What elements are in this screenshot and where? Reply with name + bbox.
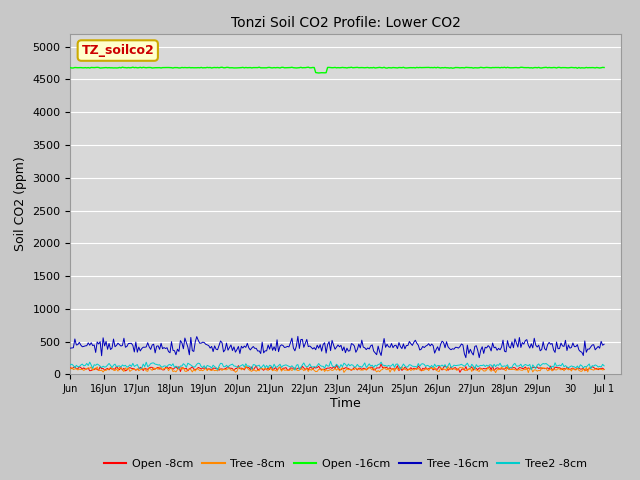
Y-axis label: Soil CO2 (ppm): Soil CO2 (ppm) <box>14 156 27 252</box>
Text: TZ_soilco2: TZ_soilco2 <box>81 44 154 57</box>
Legend: Open -8cm, Tree -8cm, Open -16cm, Tree -16cm, Tree2 -8cm: Open -8cm, Tree -8cm, Open -16cm, Tree -… <box>100 455 591 474</box>
Title: Tonzi Soil CO2 Profile: Lower CO2: Tonzi Soil CO2 Profile: Lower CO2 <box>230 16 461 30</box>
X-axis label: Time: Time <box>330 397 361 410</box>
